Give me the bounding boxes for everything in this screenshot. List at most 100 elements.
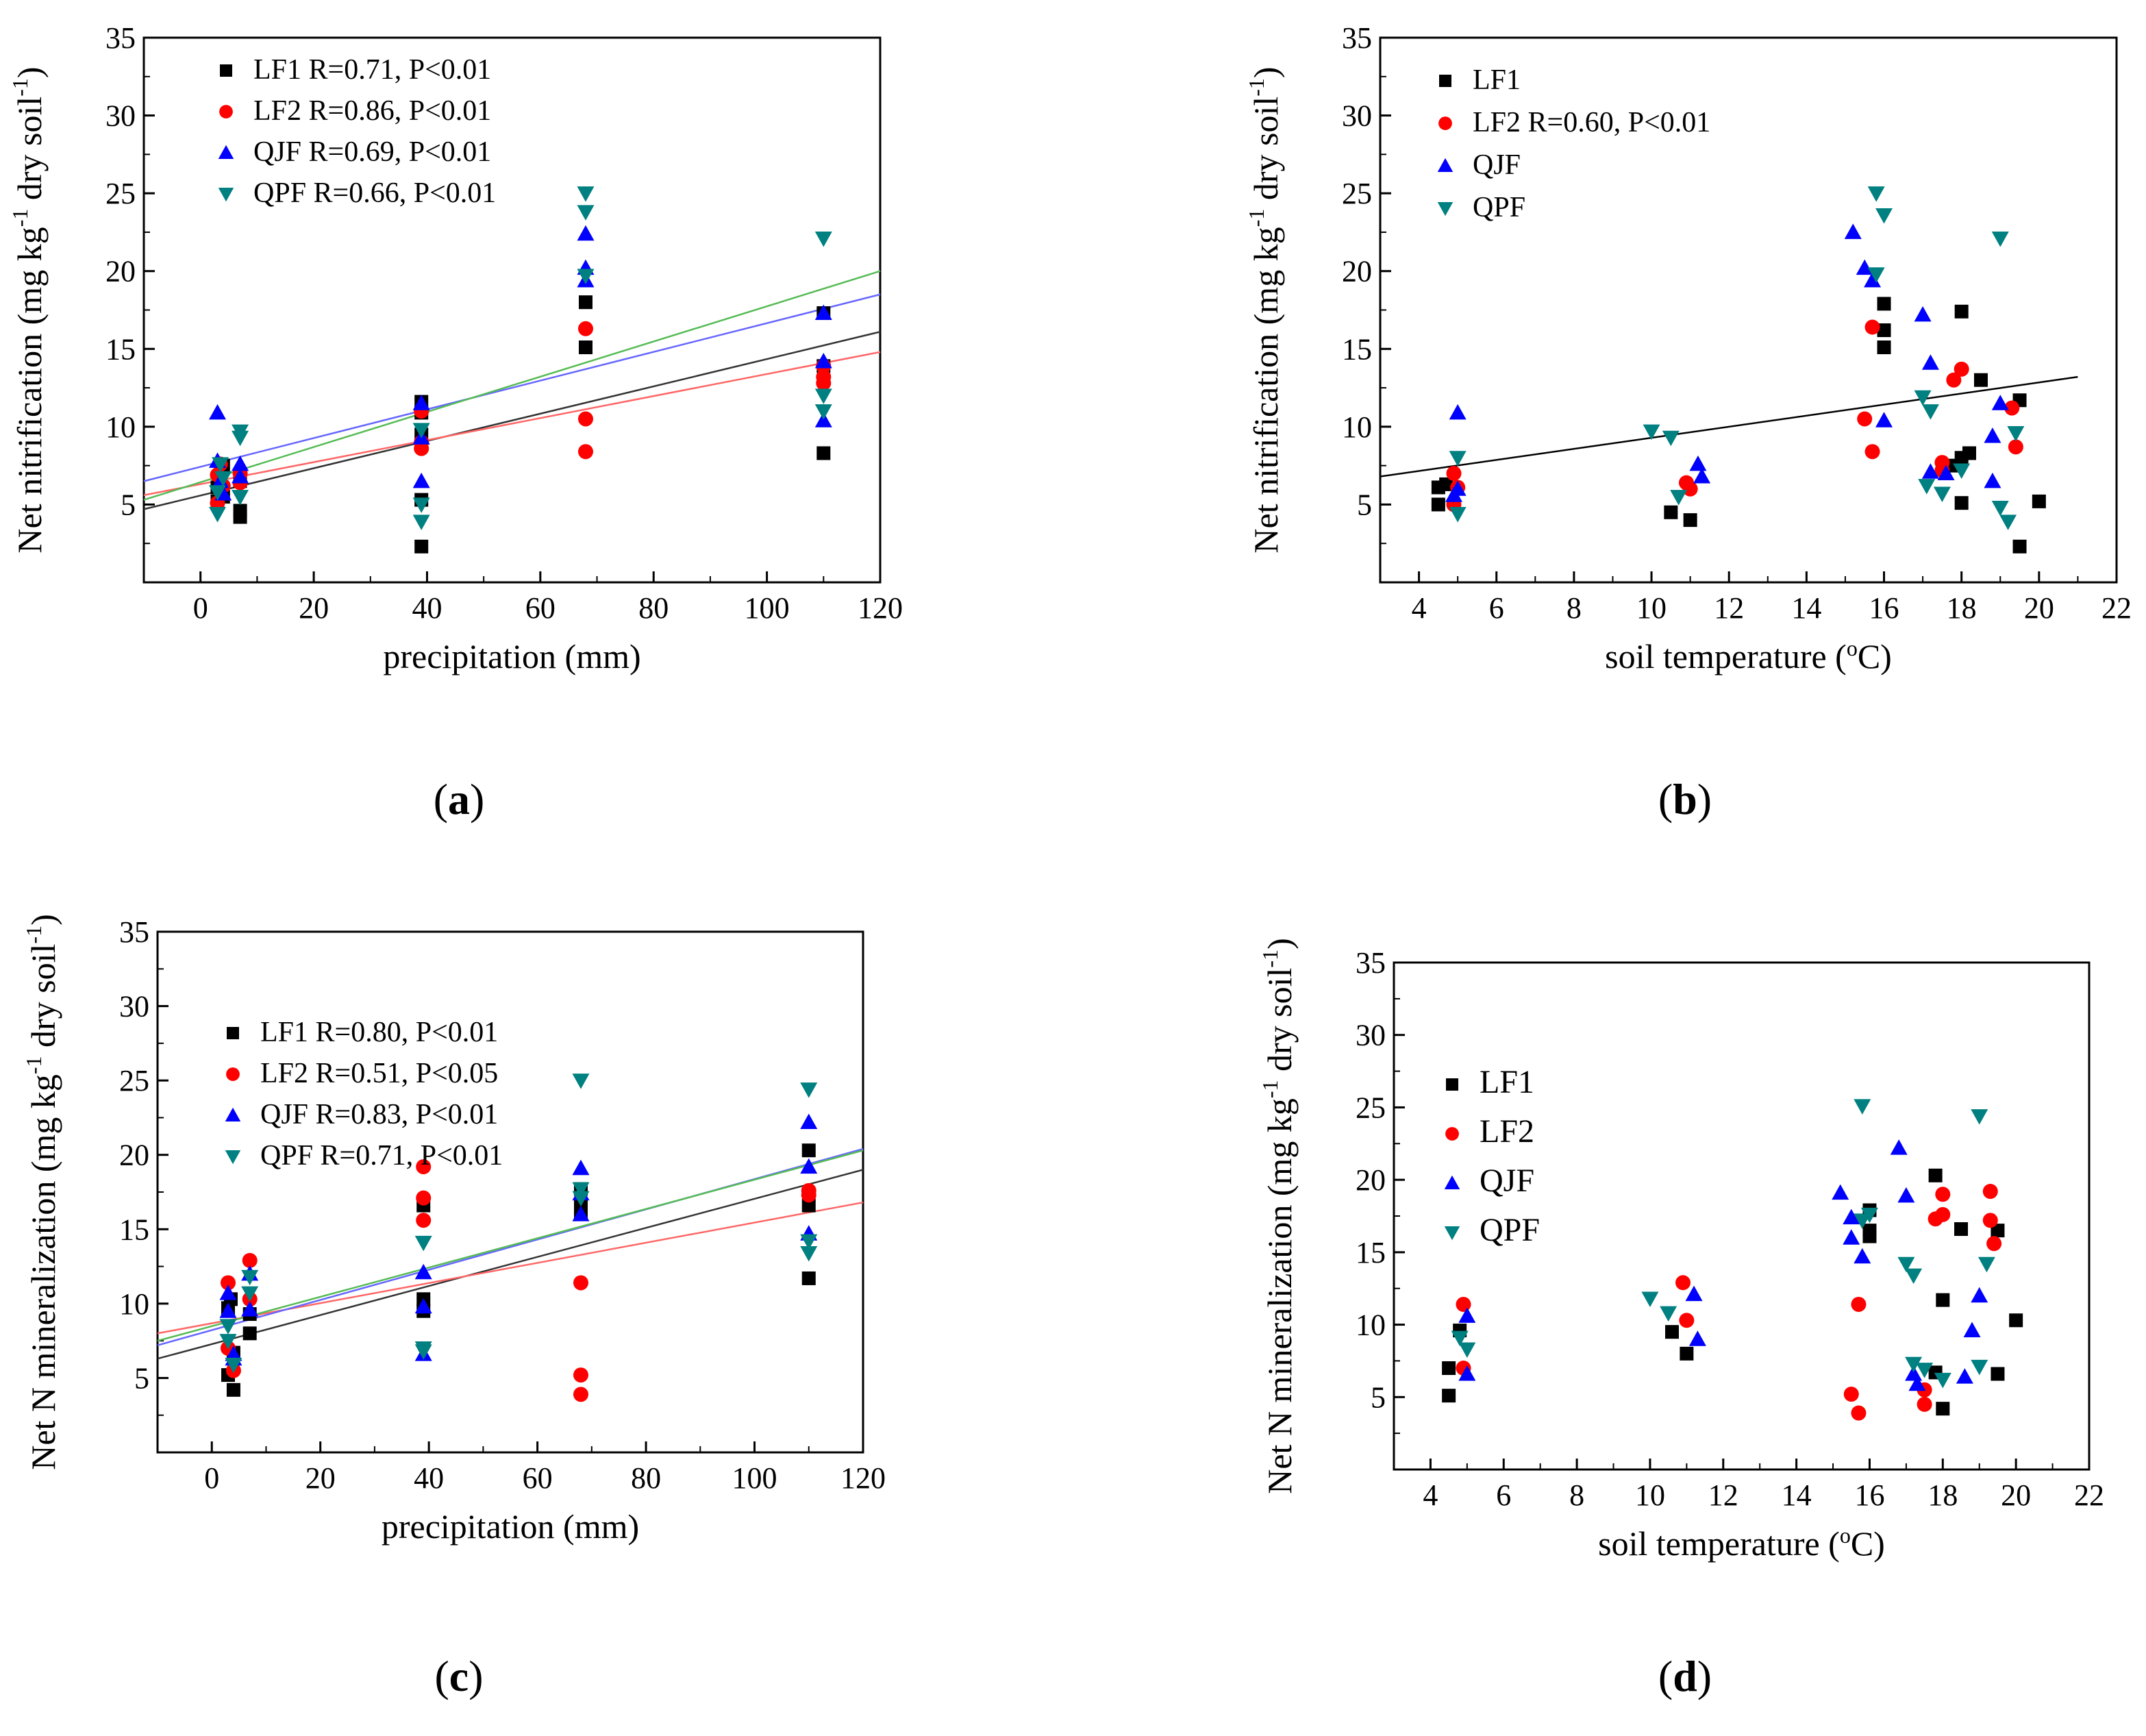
chart-b-legend-label: LF2 R=0.60, P<0.01 — [1473, 107, 1710, 138]
chart-d-xtick-label: 6 — [1496, 1478, 1511, 1512]
chart-c-series-0 — [221, 1143, 816, 1397]
chart-d-point — [1971, 1109, 1988, 1125]
caption-b-letter: b — [1673, 775, 1697, 823]
chart-d-xtick-label: 16 — [1854, 1478, 1884, 1512]
chart-c-fit-line-circle — [157, 1201, 864, 1335]
chart-d-point — [1897, 1187, 1915, 1203]
chart-c-point — [242, 1326, 257, 1341]
chart-c-xtick-label: 20 — [305, 1461, 336, 1495]
chart-a-point — [209, 485, 226, 501]
chart-d-xtick-label: 10 — [1635, 1478, 1665, 1512]
chart-b-point — [1984, 472, 2001, 488]
chart-d-point — [1458, 1365, 1476, 1381]
chart-b-point — [1914, 306, 1932, 322]
chart-d-point — [1917, 1396, 1932, 1412]
chart-d-point — [1679, 1313, 1695, 1328]
chart-d-point — [1905, 1268, 1923, 1285]
chart-d-point — [1665, 1325, 1679, 1339]
chart-d-ylabel-mid: dry soil — [1260, 968, 1299, 1080]
chart-b-point — [1439, 477, 1453, 491]
chart-a-point — [414, 539, 429, 554]
chart-d-legend-label: QJF — [1480, 1163, 1534, 1199]
chart-a-ytick-label: 30 — [105, 99, 136, 133]
caption-d-letter: d — [1673, 1652, 1697, 1700]
chart-c-fit-line-square — [157, 1169, 864, 1360]
chart-b-xtick-label: 4 — [1412, 591, 1427, 625]
chart-b-point — [1643, 424, 1660, 441]
chart-b-point — [1445, 486, 1462, 502]
chart-d-legend-marker — [1446, 1078, 1458, 1091]
chart-d-point — [1685, 1285, 1703, 1302]
chart-a-fit-line-circle — [143, 351, 881, 497]
chart-d-point — [1641, 1291, 1659, 1308]
chart-c-point — [572, 1191, 590, 1207]
chart-c-legend-marker — [226, 1067, 240, 1081]
chart-a-point — [412, 514, 430, 530]
chart-d-point — [1890, 1139, 1908, 1155]
chart-c-series-1 — [221, 1159, 816, 1402]
chart-a-point — [814, 404, 832, 420]
chart-c-ylabel-main: Net N mineralization (mg kg — [24, 1074, 62, 1470]
chart-b-point — [1962, 446, 1976, 460]
chart-d-point — [1986, 1236, 2002, 1252]
chart-b-legend-label: LF1 — [1473, 64, 1521, 96]
chart-c-point — [225, 1357, 242, 1374]
chart-c-xtick-label: 40 — [414, 1461, 444, 1495]
chart-c-point — [573, 1367, 588, 1383]
chart-b-point — [1914, 390, 1932, 406]
chart-b-point — [1875, 412, 1893, 427]
chart-a-ytick-label: 35 — [105, 21, 136, 55]
chart-a-legend-label: LF2 R=0.86, P<0.01 — [253, 95, 491, 127]
chart-d-series-1 — [1456, 1184, 2002, 1421]
chart-b-ytick-label: 15 — [1342, 332, 1372, 366]
chart-b-point — [1664, 505, 1678, 519]
chart-d-xlabel-degree: o — [1840, 1523, 1851, 1548]
chart-b-ytick-label: 30 — [1342, 99, 1372, 133]
chart-b-point — [1877, 297, 1891, 311]
chart-b-point — [1933, 486, 1951, 503]
chart-d-ylabel-sup1: -1 — [1258, 1080, 1282, 1098]
chart-d-ytick-label: 25 — [1356, 1091, 1386, 1124]
chart-b-point — [1991, 500, 2009, 517]
chart-b-point — [1954, 496, 1969, 510]
chart-d-point — [1934, 1372, 1951, 1389]
chart-b-point — [1946, 372, 1962, 388]
chart-c-ylabel: Net N mineralization (mg kg-1 dry soil-1… — [21, 914, 62, 1470]
chart-a-legend-marker — [220, 64, 232, 77]
chart-d-point — [1854, 1248, 1871, 1264]
chart-b-point — [1856, 259, 1873, 275]
chart-b-point — [1683, 513, 1697, 528]
chart-c-ylabel-sup1: -1 — [21, 1056, 46, 1074]
chart-a-series-0 — [210, 295, 831, 554]
chart-c-legend-label: QJF R=0.83, P<0.01 — [260, 1099, 498, 1130]
chart-c-ytick-label: 10 — [119, 1287, 149, 1321]
chart-d-point — [1851, 1405, 1867, 1421]
chart-d-point — [1680, 1346, 1694, 1361]
chart-a-point — [578, 444, 593, 460]
chart-b-legend-label: QPF — [1473, 192, 1525, 223]
chart-a-series-3 — [209, 186, 832, 530]
chart-c-point — [800, 1113, 818, 1129]
chart-b-legend-marker — [1437, 158, 1453, 172]
chart-b-xtick-label: 14 — [1791, 591, 1821, 625]
chart-b-series-1 — [1446, 319, 2023, 512]
chart-b-xlabel-degree: o — [1847, 636, 1858, 660]
chart-c-point — [572, 1074, 590, 1089]
chart-c-series-3 — [219, 1074, 818, 1374]
chart-c-ytick-label: 30 — [119, 990, 149, 1024]
chart-c-point — [801, 1143, 816, 1158]
chart-b-point — [1864, 319, 1880, 335]
chart-d-point — [1843, 1387, 1859, 1402]
chart-b-point — [1446, 466, 1462, 481]
chart-d-point — [1843, 1208, 1860, 1225]
chart-b-ylabel-mid: dry soil — [1247, 97, 1285, 209]
chart-d-point — [1971, 1287, 1988, 1303]
chart-d-xtick-label: 14 — [1782, 1478, 1812, 1512]
chart-b-svg: 4 6 8 10 12 14 16 18 20 22 5 10 15 20 25 30 35 soil tempe… — [1244, 21, 2132, 675]
chart-c-plot-frame — [156, 930, 864, 1454]
chart-panel-a: 0 20 40 60 80 100 120 5 10 15 20 25 30 35 precipitatio… — [0, 0, 1069, 750]
chart-b-legend-marker — [1437, 202, 1453, 216]
chart-d-xtick-label: 18 — [1927, 1478, 1958, 1512]
chart-d-xtick-label: 12 — [1708, 1478, 1738, 1512]
chart-b-ytick-label: 5 — [1357, 488, 1372, 521]
